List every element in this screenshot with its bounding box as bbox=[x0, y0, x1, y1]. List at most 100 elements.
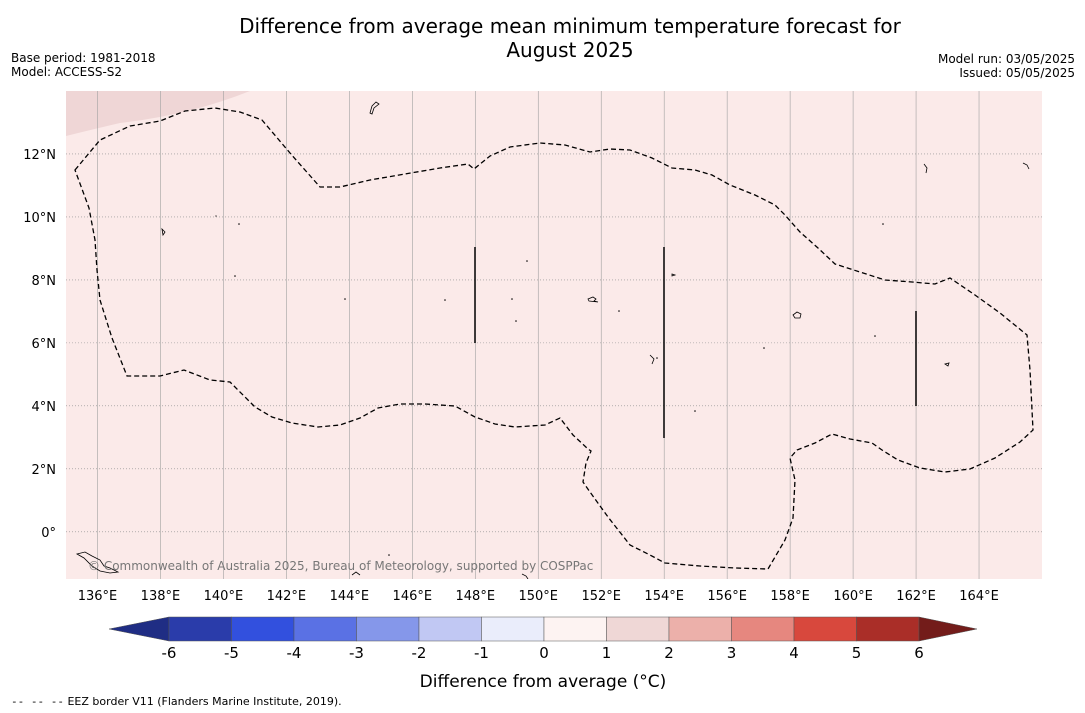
island-small bbox=[671, 273, 677, 277]
longitude-labels: 136°E 138°E 140°E 142°E 144°E 146°E 148°E 150°E… bbox=[78, 589, 999, 604]
colorbar-tick-labels: -6 -5 -4 -3 -2 -1 0 1 2 3 4 5 6 bbox=[162, 644, 924, 662]
island-small bbox=[521, 573, 529, 579]
lon-tick-label: 162°E bbox=[896, 589, 936, 604]
colorbar-segment bbox=[168, 616, 232, 642]
atoll bbox=[388, 554, 390, 556]
plot-area bbox=[66, 91, 1042, 579]
atoll bbox=[656, 357, 658, 359]
lon-tick-label: 136°E bbox=[78, 589, 118, 604]
base-period: Base period: 1981-2018 bbox=[11, 51, 156, 65]
atoll bbox=[874, 335, 876, 337]
island-guam bbox=[369, 101, 380, 115]
colorbar-segment bbox=[793, 616, 857, 642]
atoll bbox=[511, 298, 513, 300]
colorbar-tick: -3 bbox=[349, 644, 364, 662]
lon-tick-label: 146°E bbox=[393, 589, 433, 604]
meta-right: Model run: 03/05/2025 Issued: 05/05/2025 bbox=[938, 52, 1075, 80]
atoll bbox=[763, 347, 765, 349]
atoll bbox=[694, 410, 696, 412]
atoll bbox=[238, 223, 240, 225]
model-run: Model run: 03/05/2025 bbox=[937, 52, 1075, 66]
model-name: Model: ACCESS-S2 bbox=[11, 65, 123, 79]
colorbar-tick: 0 bbox=[539, 644, 549, 662]
atoll bbox=[234, 275, 236, 277]
latitude-labels: 12°N 10°N 8°N 6°N 4°N 2°N 0° bbox=[23, 148, 56, 541]
colorbar-segment bbox=[231, 616, 295, 642]
lat-tick-label: 2°N bbox=[32, 463, 57, 478]
colorbar-segment bbox=[731, 616, 795, 642]
lat-tick-label: 10°N bbox=[23, 211, 56, 226]
lon-tick-label: 142°E bbox=[267, 589, 307, 604]
colorbar-tick: 3 bbox=[727, 644, 737, 662]
title-line-1: Difference from average mean minimum tem… bbox=[239, 14, 901, 38]
colorbar-tick: -2 bbox=[412, 644, 427, 662]
lon-tick-label: 150°E bbox=[518, 589, 558, 604]
atoll bbox=[882, 223, 884, 225]
colorbar-tick: 4 bbox=[789, 644, 799, 662]
lat-tick-label: 8°N bbox=[32, 274, 57, 289]
lon-tick-label: 160°E bbox=[833, 589, 873, 604]
island-small bbox=[1022, 162, 1030, 170]
footnote: -- -- -- EEZ border V11 (Flanders Marine… bbox=[11, 695, 342, 708]
atoll bbox=[618, 310, 620, 312]
colorbar-segment bbox=[606, 616, 670, 642]
island-small bbox=[649, 354, 655, 365]
colorbar-tick: 6 bbox=[914, 644, 924, 662]
colorbar-tick: -4 bbox=[287, 644, 302, 662]
map-title: Difference from average mean minimum tem… bbox=[170, 14, 970, 62]
lat-tick-label: 0° bbox=[41, 526, 56, 541]
meta-left: Base period: 1981-2018 Model: ACCESS-S2 bbox=[11, 51, 156, 79]
colorbar-segment bbox=[856, 616, 920, 642]
island-yap bbox=[161, 227, 166, 237]
colorbar bbox=[108, 616, 978, 642]
colorbar-segment bbox=[418, 616, 482, 642]
lat-tick-label: 6°N bbox=[32, 337, 57, 352]
colorbar-tick: 2 bbox=[664, 644, 674, 662]
lon-tick-label: 144°E bbox=[330, 589, 370, 604]
eez-legend-text: EEZ border V11 (Flanders Marine Institut… bbox=[67, 695, 342, 708]
colorbar-tick: -6 bbox=[162, 644, 177, 662]
atolls bbox=[215, 215, 884, 556]
lon-tick-label: 154°E bbox=[644, 589, 684, 604]
colorbar-extend-high bbox=[918, 616, 978, 642]
atoll bbox=[215, 215, 217, 217]
lon-tick-label: 158°E bbox=[770, 589, 810, 604]
island-pohnpei bbox=[792, 311, 802, 319]
atoll bbox=[444, 299, 446, 301]
atoll bbox=[344, 298, 346, 300]
colorbar-label: Difference from average (°C) bbox=[420, 672, 667, 692]
lat-tick-label: 4°N bbox=[32, 400, 57, 415]
atoll bbox=[526, 260, 528, 262]
colorbar-segment bbox=[543, 616, 607, 642]
colorbar-extend-low bbox=[108, 616, 170, 642]
gridlines bbox=[66, 91, 1042, 579]
lon-tick-label: 148°E bbox=[456, 589, 496, 604]
island-kosrae bbox=[944, 362, 950, 367]
lon-tick-label: 164°E bbox=[959, 589, 999, 604]
colorbar-tick: 1 bbox=[602, 644, 612, 662]
islands bbox=[75, 101, 1030, 579]
island-small bbox=[923, 163, 928, 174]
island-new-guinea bbox=[75, 551, 120, 574]
lon-tick-label: 138°E bbox=[141, 589, 181, 604]
colorbar-tick: -5 bbox=[224, 644, 239, 662]
lon-tick-label: 156°E bbox=[707, 589, 747, 604]
anomaly-shade-region bbox=[66, 91, 250, 136]
colorbar-segment bbox=[481, 616, 545, 642]
atoll bbox=[515, 320, 517, 322]
lon-tick-label: 152°E bbox=[581, 589, 621, 604]
colorbar-tick: -1 bbox=[474, 644, 489, 662]
copyright-text: © Commonwealth of Australia 2025, Bureau… bbox=[88, 559, 593, 573]
lat-tick-label: 12°N bbox=[23, 148, 56, 163]
colorbar-tick: 5 bbox=[852, 644, 862, 662]
colorbar-segment bbox=[293, 616, 357, 642]
island-small bbox=[351, 571, 361, 576]
lon-tick-label: 140°E bbox=[204, 589, 244, 604]
eez-legend-line: -- -- -- bbox=[11, 695, 64, 708]
island-chuuk bbox=[587, 296, 599, 303]
issued-date: Issued: 05/05/2025 bbox=[959, 66, 1075, 80]
colorbar-segment bbox=[356, 616, 420, 642]
title-line-2: August 2025 bbox=[506, 38, 634, 62]
eez-border bbox=[74, 107, 1034, 570]
